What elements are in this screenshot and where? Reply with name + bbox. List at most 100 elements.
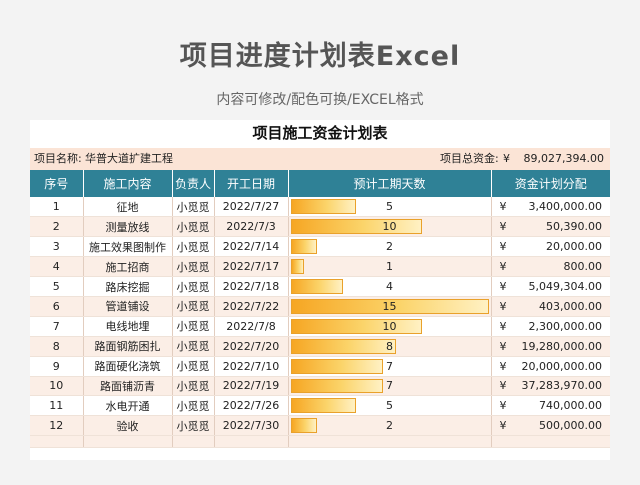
- cell-funds[interactable]: ¥2,300,000.00: [491, 316, 610, 337]
- col-header-owner[interactable]: 负责人: [172, 170, 215, 197]
- duration-value: 2: [386, 419, 393, 433]
- table-row: 7 电线地埋 小觅觅 2022/7/8 10 ¥2,300,000.00: [30, 316, 610, 337]
- cell-owner[interactable]: 小觅觅: [172, 256, 215, 278]
- col-header-start-date[interactable]: 开工日期: [214, 170, 289, 197]
- cell-start-date[interactable]: 2022/7/30: [214, 415, 289, 437]
- cell-no[interactable]: 10: [30, 376, 84, 397]
- cell-no[interactable]: 6: [30, 296, 84, 317]
- cell-start-date[interactable]: 2022/7/18: [214, 276, 289, 297]
- cell-owner[interactable]: 小觅觅: [172, 296, 215, 317]
- project-name-value[interactable]: 华普大道扩建工程: [85, 152, 173, 165]
- cell-no[interactable]: 1: [30, 197, 84, 218]
- empty-cell[interactable]: [214, 435, 289, 449]
- cell-content[interactable]: 路床挖掘: [83, 276, 173, 297]
- empty-cell[interactable]: [491, 435, 610, 449]
- empty-cell[interactable]: [288, 435, 492, 449]
- cell-days[interactable]: 10: [288, 216, 492, 238]
- cell-owner[interactable]: 小觅觅: [172, 216, 215, 238]
- cell-days[interactable]: 2: [288, 236, 492, 258]
- cell-content[interactable]: 路面铺沥青: [83, 376, 173, 397]
- cell-days[interactable]: 7: [288, 356, 492, 377]
- cell-content[interactable]: 路面硬化浇筑: [83, 356, 173, 377]
- duration-bar: [290, 338, 397, 354]
- cell-start-date[interactable]: 2022/7/17: [214, 256, 289, 278]
- empty-cell[interactable]: [30, 435, 84, 449]
- cell-funds[interactable]: ¥500,000.00: [491, 415, 610, 437]
- cell-days[interactable]: 4: [288, 276, 492, 297]
- cell-owner[interactable]: 小觅觅: [172, 316, 215, 337]
- cell-funds[interactable]: ¥403,000.00: [491, 296, 610, 317]
- funds-amount: 20,000,000.00: [521, 359, 602, 373]
- cell-days[interactable]: 8: [288, 336, 492, 357]
- table-row: 8 路面钢筋困扎 小觅觅 2022/7/20 8 ¥19,280,000.00: [30, 336, 610, 357]
- col-header-funds[interactable]: 资金计划分配: [491, 170, 610, 197]
- cell-start-date[interactable]: 2022/7/19: [214, 376, 289, 397]
- cell-content[interactable]: 管道铺设: [83, 296, 173, 317]
- cell-funds[interactable]: ¥5,049,304.00: [491, 276, 610, 297]
- cell-days[interactable]: 2: [288, 415, 492, 437]
- duration-value: 15: [382, 299, 397, 313]
- cell-content[interactable]: 水电开通: [83, 395, 173, 417]
- cell-content[interactable]: 电线地埋: [83, 316, 173, 337]
- cell-days[interactable]: 15: [288, 296, 492, 317]
- duration-bar: [290, 279, 344, 294]
- empty-cell[interactable]: [83, 435, 173, 449]
- cell-start-date[interactable]: 2022/7/27: [214, 197, 289, 218]
- cell-funds[interactable]: ¥50,390.00: [491, 216, 610, 238]
- duration-bar: [290, 318, 423, 334]
- cell-owner[interactable]: 小觅觅: [172, 356, 215, 377]
- cell-owner[interactable]: 小觅觅: [172, 395, 215, 417]
- col-header-days[interactable]: 预计工期天数: [288, 170, 492, 197]
- cell-days[interactable]: 10: [288, 316, 492, 337]
- cell-days[interactable]: 5: [288, 197, 492, 218]
- cell-funds[interactable]: ¥20,000.00: [491, 236, 610, 258]
- duration-bar: [290, 358, 383, 374]
- cell-owner[interactable]: 小觅觅: [172, 276, 215, 297]
- cell-content[interactable]: 路面钢筋困扎: [83, 336, 173, 357]
- cell-start-date[interactable]: 2022/7/8: [214, 316, 289, 337]
- duration-bar: [290, 259, 304, 275]
- col-header-content[interactable]: 施工内容: [83, 170, 173, 197]
- cell-no[interactable]: 9: [30, 356, 84, 377]
- duration-bar: [290, 298, 489, 314]
- cell-funds[interactable]: ¥3,400,000.00: [491, 197, 610, 218]
- cell-start-date[interactable]: 2022/7/14: [214, 236, 289, 258]
- cell-no[interactable]: 7: [30, 316, 84, 337]
- duration-bar: [290, 239, 317, 255]
- cell-days[interactable]: 7: [288, 376, 492, 397]
- cell-start-date[interactable]: 2022/7/10: [214, 356, 289, 377]
- empty-cell[interactable]: [172, 435, 215, 449]
- cell-start-date[interactable]: 2022/7/20: [214, 336, 289, 357]
- cell-no[interactable]: 5: [30, 276, 84, 297]
- cell-funds[interactable]: ¥800.00: [491, 256, 610, 278]
- cell-start-date[interactable]: 2022/7/3: [214, 216, 289, 238]
- cell-days[interactable]: 1: [288, 256, 492, 278]
- cell-no[interactable]: 2: [30, 216, 84, 238]
- cell-no[interactable]: 4: [30, 256, 84, 278]
- cell-no[interactable]: 3: [30, 236, 84, 258]
- cell-no[interactable]: 8: [30, 336, 84, 357]
- cell-funds[interactable]: ¥740,000.00: [491, 395, 610, 417]
- cell-no[interactable]: 12: [30, 415, 84, 437]
- cell-funds[interactable]: ¥20,000,000.00: [491, 356, 610, 377]
- cell-content[interactable]: 施工效果图制作: [83, 236, 173, 258]
- table-row: 2 测量放线 小觅觅 2022/7/3 10 ¥50,390.00: [30, 216, 610, 238]
- cell-start-date[interactable]: 2022/7/22: [214, 296, 289, 317]
- col-header-no[interactable]: 序号: [30, 170, 84, 197]
- cell-content[interactable]: 征地: [83, 197, 173, 218]
- page-subtitle: 内容可修改/配色可换/EXCEL格式: [216, 92, 424, 108]
- cell-days[interactable]: 5: [288, 395, 492, 417]
- cell-content[interactable]: 测量放线: [83, 216, 173, 238]
- total-funds-value[interactable]: 89,027,394.00: [523, 152, 604, 165]
- cell-owner[interactable]: 小觅觅: [172, 236, 215, 258]
- cell-no[interactable]: 11: [30, 395, 84, 417]
- cell-owner[interactable]: 小觅觅: [172, 197, 215, 218]
- cell-content[interactable]: 验收: [83, 415, 173, 437]
- cell-owner[interactable]: 小觅觅: [172, 376, 215, 397]
- cell-content[interactable]: 施工招商: [83, 256, 173, 278]
- cell-funds[interactable]: ¥37,283,970.00: [491, 376, 610, 397]
- cell-funds[interactable]: ¥19,280,000.00: [491, 336, 610, 357]
- cell-start-date[interactable]: 2022/7/26: [214, 395, 289, 417]
- cell-owner[interactable]: 小觅觅: [172, 336, 215, 357]
- cell-owner[interactable]: 小觅觅: [172, 415, 215, 437]
